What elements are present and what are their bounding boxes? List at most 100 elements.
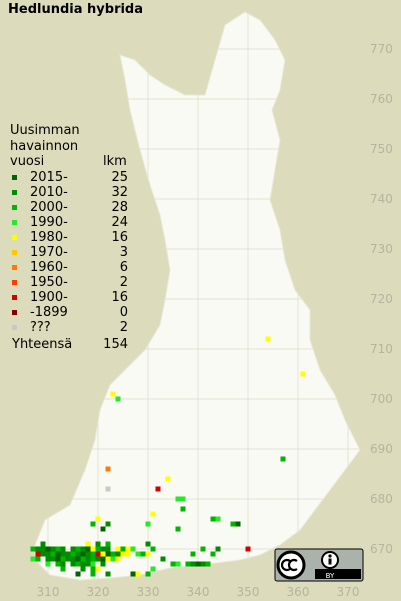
- observation: [90, 561, 96, 567]
- observation: [95, 516, 101, 522]
- legend-count: 28: [111, 200, 128, 215]
- observation: [30, 556, 36, 562]
- observation: [145, 571, 151, 577]
- observation: [115, 546, 121, 552]
- observation: [55, 561, 61, 567]
- observation: [110, 391, 116, 397]
- legend-count: 2: [120, 275, 128, 290]
- observation: [100, 551, 106, 557]
- observation: [205, 561, 211, 567]
- observation: [105, 546, 111, 552]
- observation: [90, 546, 96, 552]
- observation: [215, 546, 221, 552]
- observation: [35, 551, 41, 557]
- observation: [65, 556, 71, 562]
- observation: [210, 551, 216, 557]
- observation: [100, 546, 106, 552]
- observation: [105, 541, 111, 547]
- observation: [45, 561, 51, 567]
- observation: [90, 556, 96, 562]
- legend-label: 1990-: [30, 215, 68, 230]
- legend-label: 1960-: [30, 260, 68, 275]
- observation: [80, 551, 86, 557]
- legend-count: 25: [111, 170, 128, 185]
- observation: [45, 551, 51, 557]
- y-axis-label: 680: [370, 492, 393, 506]
- y-axis-label: 750: [370, 142, 393, 156]
- legend-swatch: [12, 250, 17, 255]
- observation: [175, 526, 181, 532]
- observation: [180, 506, 186, 512]
- y-axis-label: 700: [370, 392, 393, 406]
- x-axis-label: 330: [137, 585, 160, 599]
- observation: [85, 541, 91, 547]
- observation: [80, 561, 86, 567]
- observation: [125, 546, 131, 552]
- observation: [45, 546, 51, 552]
- observation: [70, 561, 76, 567]
- observation: [55, 546, 61, 552]
- observation: [90, 566, 96, 572]
- observation: [180, 496, 186, 502]
- cc-letters: [280, 558, 298, 572]
- legend-swatch: [12, 325, 17, 330]
- legend-label: ???: [30, 320, 51, 335]
- observation: [150, 511, 156, 517]
- observation: [60, 551, 66, 557]
- legend-swatch: [12, 280, 17, 285]
- legend-label: 2010-: [30, 185, 68, 200]
- total-label: Yhteensä: [11, 337, 72, 352]
- legend-count: 16: [111, 230, 128, 245]
- y-axis-label: 720: [370, 292, 393, 306]
- observation: [65, 551, 71, 557]
- observation: [135, 571, 141, 577]
- legend-label: 2000-: [30, 200, 68, 215]
- observation: [125, 551, 131, 557]
- observation: [145, 551, 151, 557]
- y-axis-label: 740: [370, 192, 393, 206]
- observation: [105, 466, 111, 472]
- observation: [60, 561, 66, 567]
- badge-text: BY: [326, 572, 335, 580]
- legend-swatch: [12, 265, 17, 270]
- observation: [50, 556, 56, 562]
- observation: [175, 561, 181, 567]
- legend-swatch: [12, 235, 17, 240]
- x-axis-label: 310: [37, 585, 60, 599]
- observation: [60, 556, 66, 562]
- legend-swatch: [12, 220, 17, 225]
- observation: [130, 571, 136, 577]
- legend-label: 1970-: [30, 245, 68, 260]
- observation: [265, 336, 271, 342]
- observation: [95, 566, 101, 572]
- by-body: [328, 558, 332, 565]
- observation: [90, 551, 96, 557]
- observation: [150, 566, 156, 572]
- legend-header: havainnon: [10, 139, 78, 154]
- legend-count: 2: [120, 320, 128, 335]
- observation: [95, 556, 101, 562]
- observation: [80, 546, 86, 552]
- observation: [110, 551, 116, 557]
- observation: [190, 561, 196, 567]
- observation: [135, 551, 141, 557]
- observation: [75, 561, 81, 567]
- observation: [60, 566, 66, 572]
- y-axis-label: 760: [370, 92, 393, 106]
- legend-header: vuosi: [10, 154, 44, 169]
- observation: [235, 521, 241, 527]
- observation: [230, 521, 236, 527]
- y-axis-label: 730: [370, 242, 393, 256]
- by-head: [328, 554, 332, 558]
- observation: [95, 546, 101, 552]
- observation: [70, 551, 76, 557]
- observation: [120, 551, 126, 557]
- observation: [170, 561, 176, 567]
- legend-count: 16: [111, 290, 128, 305]
- legend-count-header: lkm: [103, 154, 127, 169]
- observation: [195, 561, 201, 567]
- y-axis-label: 710: [370, 342, 393, 356]
- observation: [120, 546, 126, 552]
